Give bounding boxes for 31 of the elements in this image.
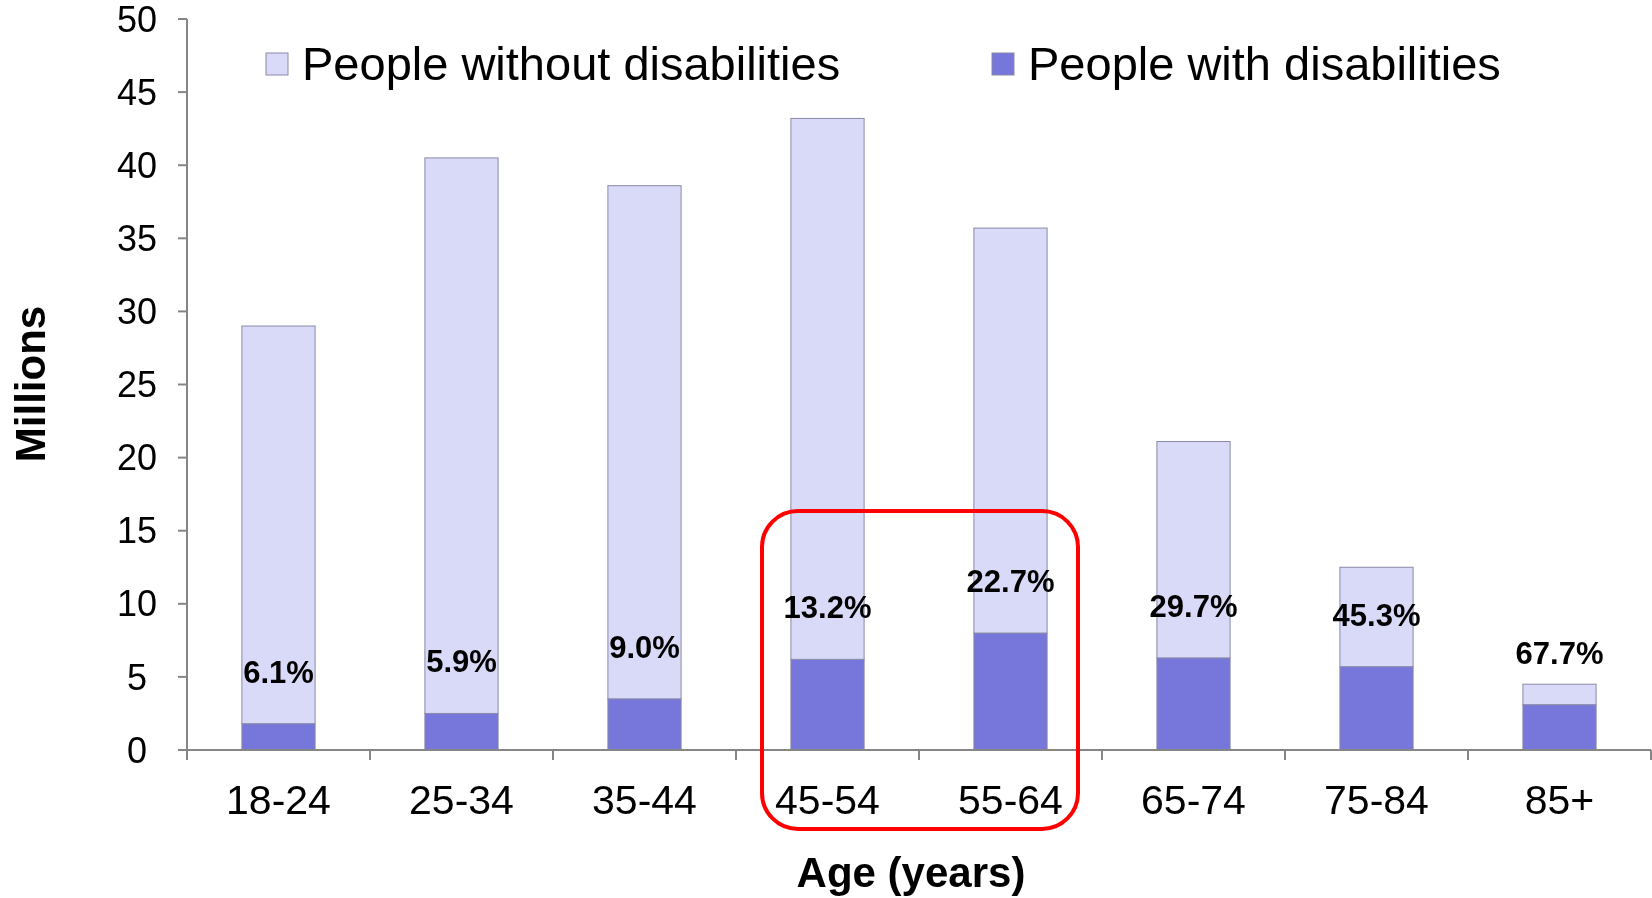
y-tick-label: 50 (116, 0, 158, 40)
x-tick-label: 85+ (1524, 777, 1595, 824)
y-tick-label: 25 (116, 364, 158, 406)
annotation: 67.7% (1515, 635, 1604, 671)
annotation: 22.7% (966, 563, 1055, 599)
x-tick-label: 75-84 (1324, 777, 1429, 824)
x-tick-label: 55-64 (958, 777, 1063, 824)
y-tick-label: 5 (126, 656, 148, 698)
x-tick-label: 18-24 (226, 777, 331, 824)
y-tick-label: 0 (126, 729, 148, 771)
x-tick-label: 45-54 (775, 777, 880, 824)
y-axis-title: Millions (6, 305, 54, 463)
x-tick-label: 65-74 (1141, 777, 1246, 824)
x-tick-label: 35-44 (592, 777, 697, 824)
legend-label: People without disabilities (302, 37, 841, 91)
annotation: 45.3% (1332, 597, 1421, 633)
annotation: 6.1% (243, 654, 314, 690)
y-tick-label: 30 (116, 291, 158, 332)
y-tick-label: 35 (116, 217, 158, 259)
annotation: 13.2% (783, 590, 872, 626)
x-axis-title: Age (years) (796, 848, 1026, 896)
y-tick-label: 20 (116, 437, 158, 479)
y-tick-label: 45 (116, 71, 158, 113)
annotation: 29.7% (1149, 588, 1238, 624)
annotation: 9.0% (609, 629, 680, 665)
legend-label: People with disabilities (1028, 37, 1501, 91)
x-tick-label: 25-34 (409, 777, 514, 824)
annotation: 5.9% (426, 644, 497, 680)
y-tick-label: 15 (116, 510, 158, 552)
y-tick-label: 40 (116, 144, 158, 186)
y-tick-label: 10 (116, 583, 158, 625)
